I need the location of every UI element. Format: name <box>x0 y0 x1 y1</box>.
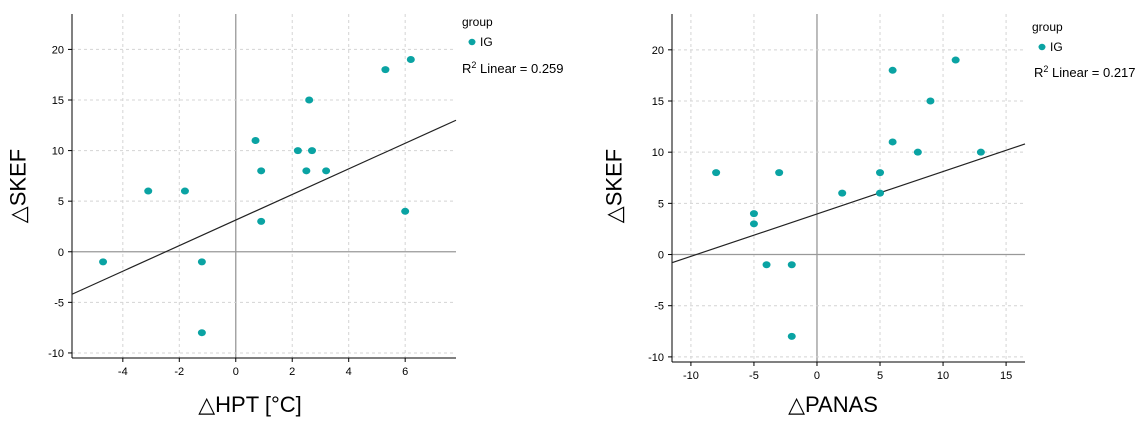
chart1-data-point-1 <box>144 187 153 195</box>
chart2-fit-line <box>671 143 1026 264</box>
chart1-y-axis-title: △SKEF <box>6 149 31 223</box>
chart2-data-point-14 <box>951 56 960 64</box>
chart1-data-point-15 <box>406 56 415 64</box>
chart1-y-tick-label-6: 20 <box>52 44 64 56</box>
chart1-x-tick-label-4: 4 <box>346 366 352 378</box>
chart2-data-point-2 <box>749 220 758 228</box>
chart2-legend-entry: IG <box>1050 40 1063 54</box>
chart1-y-tick-label-1: -5 <box>54 297 64 309</box>
chart1-data-point-12 <box>322 167 331 175</box>
chart2-data-point-4 <box>775 169 784 177</box>
chart1-x-tick-label-5: 6 <box>402 366 408 378</box>
chart1-data-point-7 <box>257 217 266 225</box>
chart2-data-point-15 <box>976 148 985 156</box>
chart1-y-tick-label-5: 15 <box>52 95 64 107</box>
chart2-y-tick-label-5: 15 <box>652 96 664 108</box>
chart2-data-point-1 <box>749 210 758 218</box>
chart2-data-point-0 <box>712 169 721 177</box>
chart2-data-point-5 <box>787 261 796 269</box>
chart1-data-point-13 <box>381 66 390 74</box>
chart1-data-point-2 <box>180 187 189 195</box>
chart1-x-tick-label-3: 2 <box>289 366 295 378</box>
chart2-x-tick-label-4: 10 <box>937 370 949 382</box>
chart2-y-tick-label-1: -5 <box>654 301 664 313</box>
chart2-data-point-10 <box>888 66 897 74</box>
chart1-data-point-8 <box>293 147 302 155</box>
chart2-r2-annotation: R2 Linear = 0.217 <box>1034 64 1136 80</box>
chart2-x-tick-label-5: 15 <box>1000 370 1012 382</box>
chart1-fit-line <box>71 119 457 295</box>
chart2-x-tick-label-2: 0 <box>814 370 820 382</box>
chart1-data-point-5 <box>251 136 260 144</box>
chart1-legend-entry: IG <box>480 35 493 49</box>
chart1-r2-annotation: R2 Linear = 0.259 <box>462 60 564 76</box>
chart1-y-tick-label-3: 5 <box>58 196 64 208</box>
chart2-legend-title: group <box>1032 20 1063 34</box>
chart2-x-tick-label-1: -5 <box>749 370 759 382</box>
chart2-data-point-3 <box>762 261 771 269</box>
chart1-data-point-14 <box>401 207 410 215</box>
chart2-x-tick-label-0: -10 <box>683 370 699 382</box>
chart1-y-tick-label-2: 0 <box>58 247 64 259</box>
chart2-data-point-13 <box>926 97 935 105</box>
chart2-x-axis-title: △PANAS <box>788 392 878 417</box>
chart1-data-point-10 <box>305 96 314 104</box>
chart2-y-tick-label-6: 20 <box>652 45 664 57</box>
chart2-y-tick-label-3: 5 <box>658 198 664 210</box>
chart1-data-point-0 <box>99 258 108 266</box>
chart1-y-tick-label-0: -10 <box>48 348 64 360</box>
chart2-data-point-6 <box>787 332 796 340</box>
chart2-x-tick-label-3: 5 <box>877 370 883 382</box>
chart-2: -10 -5 0 5 10 15 -10 -5 0 5 10 15 20 △PANAS △SKEF group… <box>602 14 1136 417</box>
chart1-data-point-3 <box>197 258 206 266</box>
chart2-data-point-9 <box>876 189 885 197</box>
chart2-legend-marker <box>1038 43 1046 51</box>
chart1-x-tick-label-0: -4 <box>118 366 128 378</box>
chart1-x-tick-label-2: 0 <box>233 366 239 378</box>
chart2-data-point-12 <box>913 148 922 156</box>
chart1-data-point-11 <box>308 147 316 155</box>
chart1-data-point-6 <box>257 167 266 175</box>
chart1-y-tick-label-4: 10 <box>52 146 64 158</box>
chart2-y-tick-label-0: -10 <box>648 352 664 364</box>
chart2-data-point-8 <box>876 169 885 177</box>
chart-1: -4 -2 0 2 4 6 -10 -5 0 5 10 15 20 △HPT [°C] △SKEF group… <box>6 14 564 417</box>
chart2-data-point-11 <box>888 138 897 146</box>
chart2-y-tick-label-4: 10 <box>652 147 664 159</box>
chart1-x-axis-title: △HPT [°C] <box>198 392 302 417</box>
chart2-y-axis-title: △SKEF <box>602 149 627 223</box>
chart2-data-point-7 <box>838 189 847 197</box>
chart1-x-tick-label-1: -2 <box>174 366 184 378</box>
chart1-legend-marker <box>468 38 476 46</box>
chart1-legend-title: group <box>462 15 493 29</box>
chart2-y-tick-label-2: 0 <box>658 250 664 262</box>
chart1-data-point-4 <box>197 329 206 337</box>
chart1-data-point-9 <box>302 167 311 175</box>
